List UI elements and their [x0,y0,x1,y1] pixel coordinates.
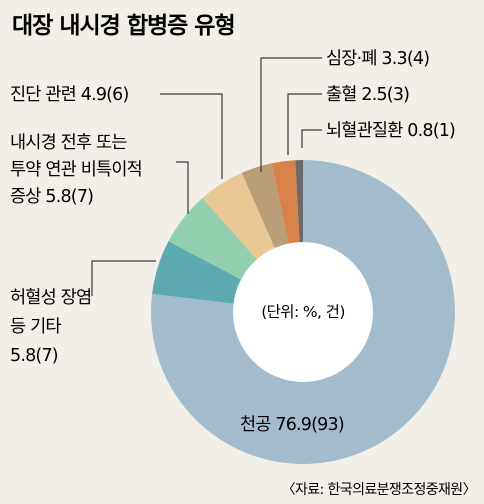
slice-label: 진단 관련 4.9(6) [10,85,129,105]
slice-label: 출혈 2.5(3) [326,85,409,105]
leader-line [176,161,189,214]
unit-note: (단위: %, 건) [261,303,345,321]
slice-label: 허혈성 장염 등 기타 5.8(7) [10,288,91,366]
slice-label: 심장·폐 3.3(4) [326,49,429,69]
slice-label: 천공 76.9(93) [240,415,344,435]
leader-line [301,129,322,148]
leader-line [160,93,223,179]
leader-line [287,93,322,155]
slice-labels: 심장·폐 3.3(4) 출혈 2.5(3) 뇌혈관질환 0.8(1) 진단 관련 4.… [10,49,456,435]
leader-line [260,57,322,172]
leader-lines [91,57,322,296]
source-note: 〈자료: 한국의료분쟁조정중재원〉 [282,482,476,498]
slice-label: 뇌혈관질환 0.8(1) [326,121,455,141]
slice-label: 내시경 전후 또는 투약 연관 비특이적 증상 5.8(7) [10,133,142,207]
donut-hole [233,242,373,382]
leader-line [91,260,156,296]
chart-title: 대장 내시경 합병증 유형 [12,13,235,39]
